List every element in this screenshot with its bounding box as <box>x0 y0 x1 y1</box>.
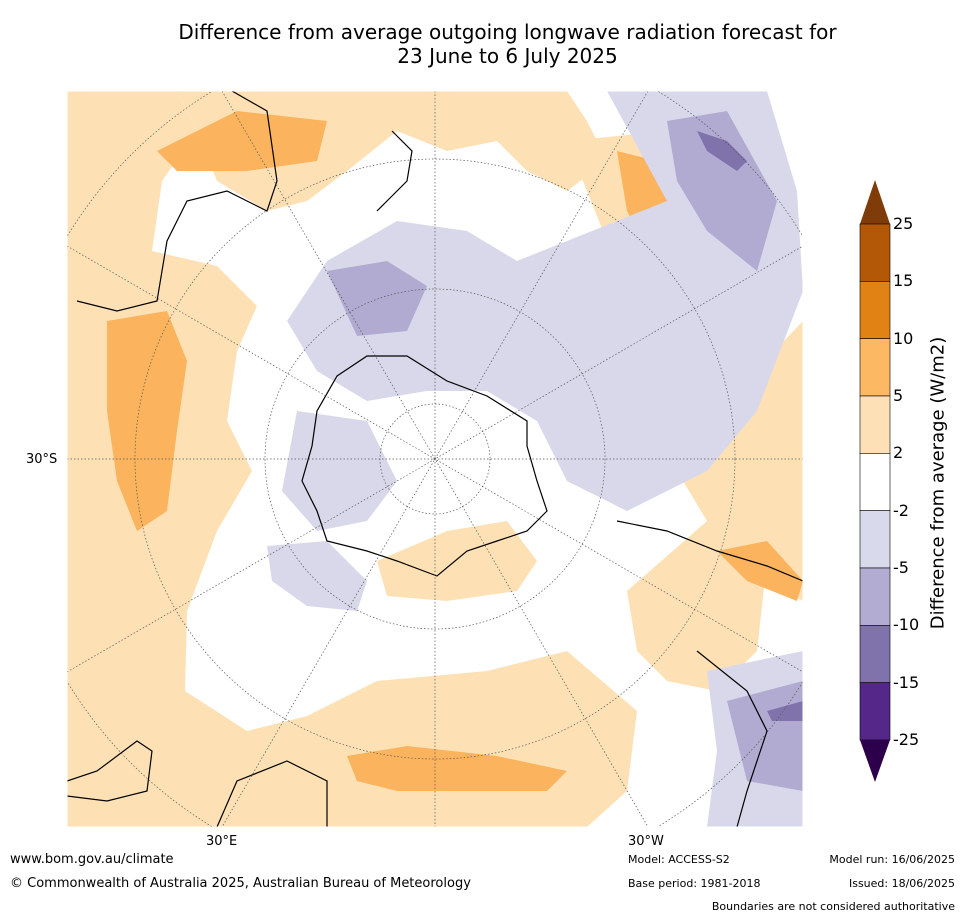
lon-label-30e: 30°E <box>206 834 238 849</box>
south-america-coastline <box>616 520 803 827</box>
colorbar-band <box>859 682 891 741</box>
footer-base-period: Base period: 1981-2018 <box>628 877 761 890</box>
anomaly-neg-strong-2 <box>767 701 803 721</box>
anomaly-neg-mid-1 <box>327 261 427 336</box>
colorbar-tick-label: -5 <box>893 558 909 577</box>
colorbar-bands <box>859 223 891 741</box>
colorbar-tick-label: -15 <box>893 672 920 692</box>
colorbar-tick-label: 15 <box>893 271 914 291</box>
anomaly-pos-strong-1 <box>107 311 187 531</box>
antarctica-coastline <box>301 355 548 577</box>
title-line-2: 23 June to 6 July 2025 <box>397 44 618 68</box>
map-title: Difference from average outgoing longwav… <box>0 20 965 68</box>
colorbar-band <box>859 281 891 339</box>
graticule <box>67 91 803 827</box>
colorbar-tick-label: 10 <box>893 328 914 348</box>
anomaly-neg-east <box>282 411 397 531</box>
colorbar-band <box>859 223 891 282</box>
colorbar-tick-label: -2 <box>893 500 909 520</box>
anomaly-pos-strong-2 <box>157 111 327 171</box>
footer-copyright: © Commonwealth of Australia 2025, Austra… <box>10 876 471 891</box>
colorbar-tick-label: 2 <box>893 443 904 463</box>
new-zealand-coastline <box>376 130 413 212</box>
footer-model-run: Model run: 16/06/2025 <box>829 853 955 866</box>
colorbar-title: Difference from average (W/m2) <box>927 336 949 630</box>
anomaly-pos-strong-5 <box>717 541 803 601</box>
colorbar-tick-label: -10 <box>893 615 920 635</box>
colorbar <box>859 180 891 782</box>
colorbar-band <box>859 395 891 454</box>
lon-label-30w: 30°W <box>628 834 664 849</box>
anomaly-neg-strong-1 <box>697 131 747 171</box>
footer-disclaimer: Boundaries are not considered authoritat… <box>711 900 955 913</box>
colorbar-tick-label: -25 <box>893 730 920 749</box>
map-canvas <box>67 91 803 827</box>
africa-coastline <box>76 91 278 312</box>
colorbar-tick-label: 5 <box>893 386 904 405</box>
lat-label-30s: 30°S <box>26 452 58 467</box>
colorbar-band <box>859 567 891 626</box>
colorbar-band <box>859 453 891 511</box>
colorbar-band <box>859 625 891 683</box>
colorbar-tick-label: 25 <box>893 214 914 233</box>
polar-map <box>67 91 803 827</box>
colorbar-band <box>859 510 891 569</box>
southern-africa-coastline <box>216 760 328 827</box>
footer-model: Model: ACCESS-S2 <box>628 853 730 866</box>
footer-website[interactable]: www.bom.gov.au/climate <box>10 852 174 867</box>
colorbar-band <box>859 338 891 397</box>
colorbar-top-arrow <box>860 180 890 224</box>
anomaly-pos-west <box>67 91 637 827</box>
anomaly-neg-mid-2 <box>667 111 777 271</box>
anomaly-neg-southwest <box>267 541 367 611</box>
anomaly-neg-pacific <box>287 91 803 511</box>
anomaly-pos-east <box>677 321 803 601</box>
australia-coastline <box>67 740 153 802</box>
title-line-1: Difference from average outgoing longwav… <box>178 20 837 44</box>
colorbar-bottom-arrow <box>860 740 890 782</box>
footer-issued: Issued: 18/06/2025 <box>848 877 955 890</box>
